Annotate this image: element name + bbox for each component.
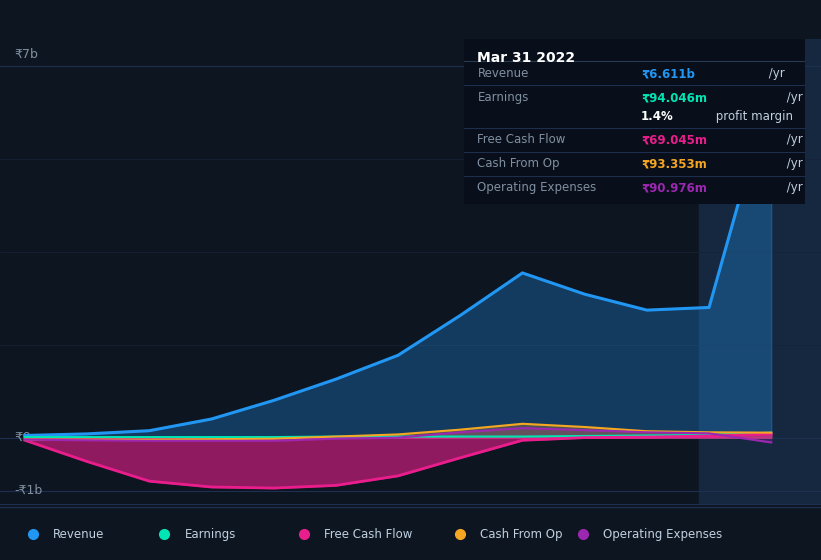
- Point: [764, 82, 777, 91]
- Text: /yr: /yr: [782, 157, 802, 170]
- Text: /yr: /yr: [782, 91, 802, 104]
- Text: profit margin: profit margin: [712, 110, 793, 123]
- Text: Earnings: Earnings: [478, 91, 529, 104]
- Text: 1.4%: 1.4%: [641, 110, 674, 123]
- Text: Earnings: Earnings: [185, 528, 236, 541]
- Text: ₹0: ₹0: [15, 431, 32, 444]
- Text: Free Cash Flow: Free Cash Flow: [324, 528, 413, 541]
- Point: [764, 82, 777, 91]
- Text: /yr: /yr: [782, 181, 802, 194]
- Text: ₹93.353m: ₹93.353m: [641, 157, 707, 170]
- Text: ₹69.045m: ₹69.045m: [641, 133, 707, 147]
- Text: ₹90.976m: ₹90.976m: [641, 181, 707, 194]
- Text: ₹7b: ₹7b: [15, 48, 39, 61]
- Text: /yr: /yr: [782, 133, 802, 147]
- Bar: [699, 39, 821, 504]
- Text: Revenue: Revenue: [478, 67, 529, 81]
- Text: Operating Expenses: Operating Expenses: [603, 528, 722, 541]
- Text: Free Cash Flow: Free Cash Flow: [478, 133, 566, 147]
- Text: Cash From Op: Cash From Op: [478, 157, 560, 170]
- Text: Cash From Op: Cash From Op: [480, 528, 562, 541]
- Text: ₹94.046m: ₹94.046m: [641, 91, 707, 104]
- Text: ₹6.611b: ₹6.611b: [641, 67, 695, 81]
- Text: /yr: /yr: [765, 67, 785, 81]
- Text: Mar 31 2022: Mar 31 2022: [478, 51, 576, 65]
- Text: Revenue: Revenue: [53, 528, 105, 541]
- Text: -₹1b: -₹1b: [15, 484, 43, 497]
- Text: Operating Expenses: Operating Expenses: [478, 181, 597, 194]
